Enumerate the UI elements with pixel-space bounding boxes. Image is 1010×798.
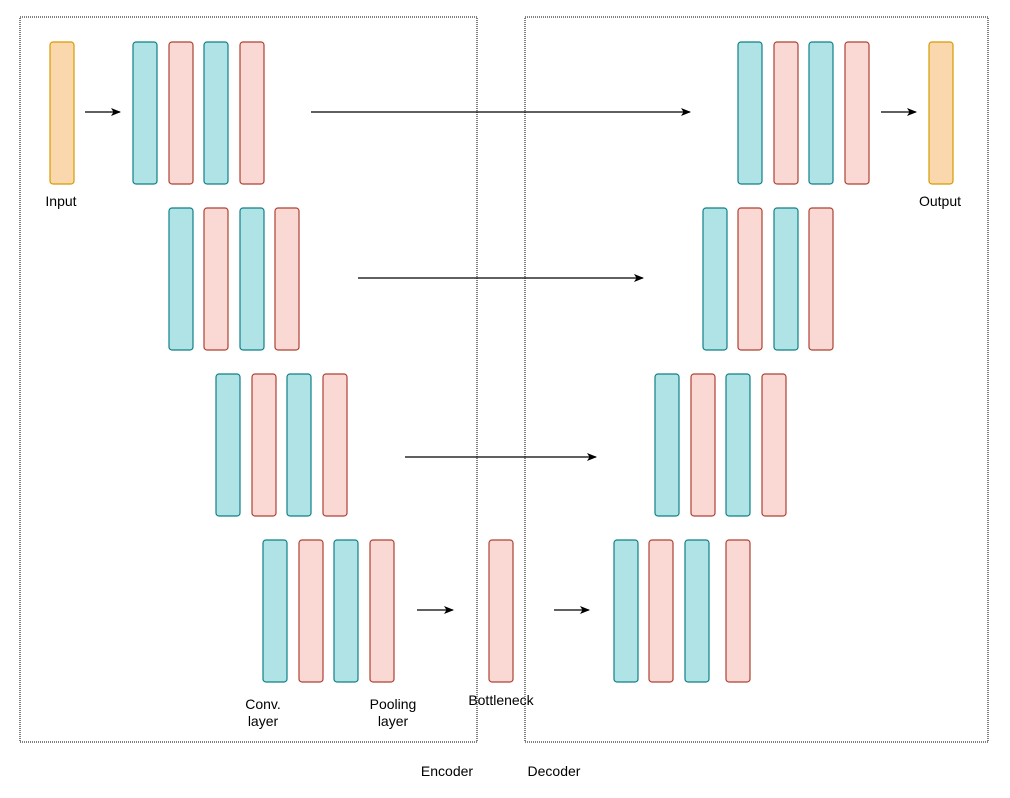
conv-layer-block [808,41,834,185]
pooling-layer-block [274,207,300,351]
conv-layer-block [239,207,265,351]
pooling-layer-block [322,373,348,517]
conv-layer-label-line1: Conv. [245,696,281,712]
conv-layer-block [203,41,229,185]
decoder-level-1 [737,41,870,185]
conv-layer-block [737,41,763,185]
bottleneck-label: Bottleneck [468,692,534,708]
conv-layer-block [684,539,710,683]
pooling-layer-block [168,41,194,185]
conv-layer-block [286,373,312,517]
input-block [49,41,75,185]
pooling-layer-block [844,41,870,185]
conv-layer-block [702,207,728,351]
conv-layer-label-line2: layer [248,713,279,729]
pooling-layer-block [203,207,229,351]
conv-layer-block [215,373,241,517]
pooling-layer-block [808,207,834,351]
decoder-label: Decoder [528,763,581,779]
pooling-layer-label-line2: layer [378,713,409,729]
encoder-level-4 [262,539,395,683]
encoder-level-1 [132,41,265,185]
conv-layer-block [168,207,194,351]
decoder-level-4 [613,539,751,683]
decoder-level-3 [654,373,787,517]
conv-layer-block [725,373,751,517]
conv-layer-block [773,207,799,351]
pooling-layer-block [761,373,787,517]
decoder-level-2 [702,207,834,351]
conv-layer-block [333,539,359,683]
pooling-layer-block [690,373,716,517]
input-label: Input [45,193,76,209]
pooling-layer-block [773,41,799,185]
output-block [928,41,954,185]
pooling-layer-block [725,539,751,683]
bottleneck-block [488,539,514,683]
encoder-label: Encoder [421,763,473,779]
pooling-layer-block [648,539,674,683]
pooling-layer-block [251,373,277,517]
pooling-layer-block [298,539,324,683]
conv-layer-block [132,41,158,185]
conv-layer-block [613,539,639,683]
conv-layer-block [262,539,288,683]
pooling-layer-block [239,41,265,185]
pooling-layer-block [737,207,763,351]
pooling-layer-block [369,539,395,683]
encoder-level-3 [215,373,348,517]
encoder-level-2 [168,207,300,351]
conv-layer-block [654,373,680,517]
encoder-boundary [19,16,478,743]
output-label: Output [919,193,961,209]
pooling-layer-label-line1: Pooling [370,696,417,712]
